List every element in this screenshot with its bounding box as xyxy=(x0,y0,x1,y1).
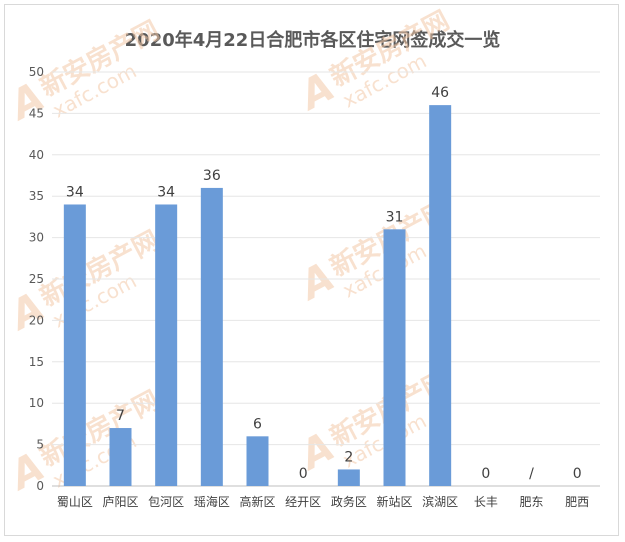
data-label: 46 xyxy=(431,85,449,101)
y-tick-label: 20 xyxy=(29,313,44,327)
x-tick-label: 经开区 xyxy=(285,495,321,509)
x-tick-label: 新站区 xyxy=(376,494,412,509)
x-tick-label: 肥东 xyxy=(519,495,543,509)
data-label: 0 xyxy=(481,466,490,482)
y-tick-label: 0 xyxy=(36,479,44,493)
x-tick-label: 庐阳区 xyxy=(102,494,138,509)
data-label: 31 xyxy=(386,209,404,225)
x-tick-label: 肥西 xyxy=(565,495,589,509)
x-tick-label: 蜀山区 xyxy=(57,495,93,509)
bar xyxy=(63,204,86,487)
data-label: 36 xyxy=(203,168,221,184)
y-tick-label: 10 xyxy=(29,396,44,410)
x-tick-label: 政务区 xyxy=(331,494,367,509)
data-label: 0 xyxy=(573,466,582,482)
bar xyxy=(429,105,452,487)
bar xyxy=(383,229,406,486)
x-tick-label: 高新区 xyxy=(239,494,275,509)
data-label: 7 xyxy=(116,408,125,424)
x-tick-label: 包河区 xyxy=(148,495,184,509)
data-label: 2 xyxy=(344,449,353,465)
bar xyxy=(246,436,269,486)
chart-frame xyxy=(4,4,619,536)
bar xyxy=(109,428,132,486)
data-label: / xyxy=(529,466,534,482)
chart-title: 2020年4月22日合肥市各区住宅网签成交一览 xyxy=(124,30,501,51)
data-label: 0 xyxy=(299,466,308,482)
bar xyxy=(200,187,223,487)
y-tick-label: 25 xyxy=(29,272,44,286)
y-tick-label: 15 xyxy=(29,355,44,369)
y-tick-label: 5 xyxy=(36,438,44,452)
bar xyxy=(337,469,360,486)
data-label: 6 xyxy=(253,416,262,432)
x-tick-label: 瑶海区 xyxy=(194,494,230,509)
y-tick-label: 40 xyxy=(29,148,44,162)
x-tick-label: 长丰 xyxy=(474,495,498,509)
bar xyxy=(155,204,178,487)
x-tick-label: 滨湖区 xyxy=(422,494,458,509)
y-tick-label: 35 xyxy=(29,189,44,203)
y-tick-label: 45 xyxy=(29,106,44,120)
data-label: 34 xyxy=(66,184,84,200)
data-label: 34 xyxy=(157,184,175,200)
y-tick-label: 50 xyxy=(29,65,44,79)
y-tick-label: 30 xyxy=(29,231,44,245)
